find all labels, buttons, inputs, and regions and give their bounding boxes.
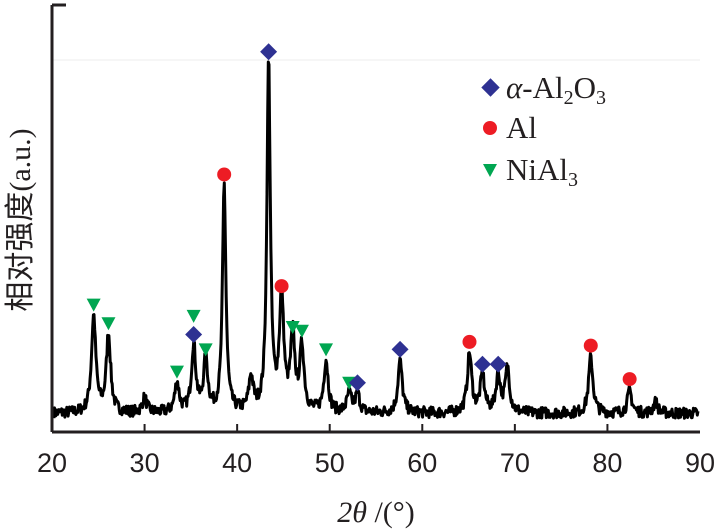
x-tick-label: 20 [37,448,67,478]
peak-marker-triangle-down [294,324,309,338]
xrd-pattern-line [52,60,700,420]
legend-triangle-marker [483,164,497,177]
peak-marker-circle [462,334,477,349]
x-tick-label: 80 [592,448,622,478]
peak-marker-triangle-down [186,309,201,323]
legend-label-alpha-al2o3: α-Al2O3 [506,70,606,109]
x-tick-label: 90 [685,448,715,478]
peak-marker-triangle-down [198,343,213,357]
peak-marker-diamond [185,325,203,343]
x-tick-label: 70 [500,448,530,478]
peak-marker-circle [274,279,289,294]
peak-marker-triangle-down [285,321,300,334]
legend-diamond-marker [481,78,500,97]
x-tick-label: 30 [130,448,160,478]
legend-circle-marker [483,121,497,135]
peak-marker-diamond [391,340,409,358]
legend: α-Al2O3 Al NiAl3 [481,70,606,191]
peak-marker-diamond [260,43,278,61]
legend-label-nial3: NiAl3 [506,152,578,191]
peak-marker-triangle-down [86,298,101,312]
x-tick-label: 50 [315,448,345,478]
y-axis-label: 相对强度(a.u.) [4,128,37,311]
x-tick-label: 60 [407,448,437,478]
peak-marker-triangle-down [319,343,334,357]
peak-marker-triangle-down [101,317,116,331]
peak-marker-circle [217,167,232,182]
peak-marker-triangle-down [169,365,184,379]
peak-marker-diamond [473,355,491,373]
peak-marker-diamond [489,355,507,373]
legend-label-al: Al [506,110,537,145]
peak-marker-diamond [349,374,366,392]
peak-marker-circle [583,338,598,353]
x-axis-label: 2θ /(°) [337,496,415,529]
x-tick-label: 40 [222,448,252,478]
peak-marker-circle [622,372,637,387]
